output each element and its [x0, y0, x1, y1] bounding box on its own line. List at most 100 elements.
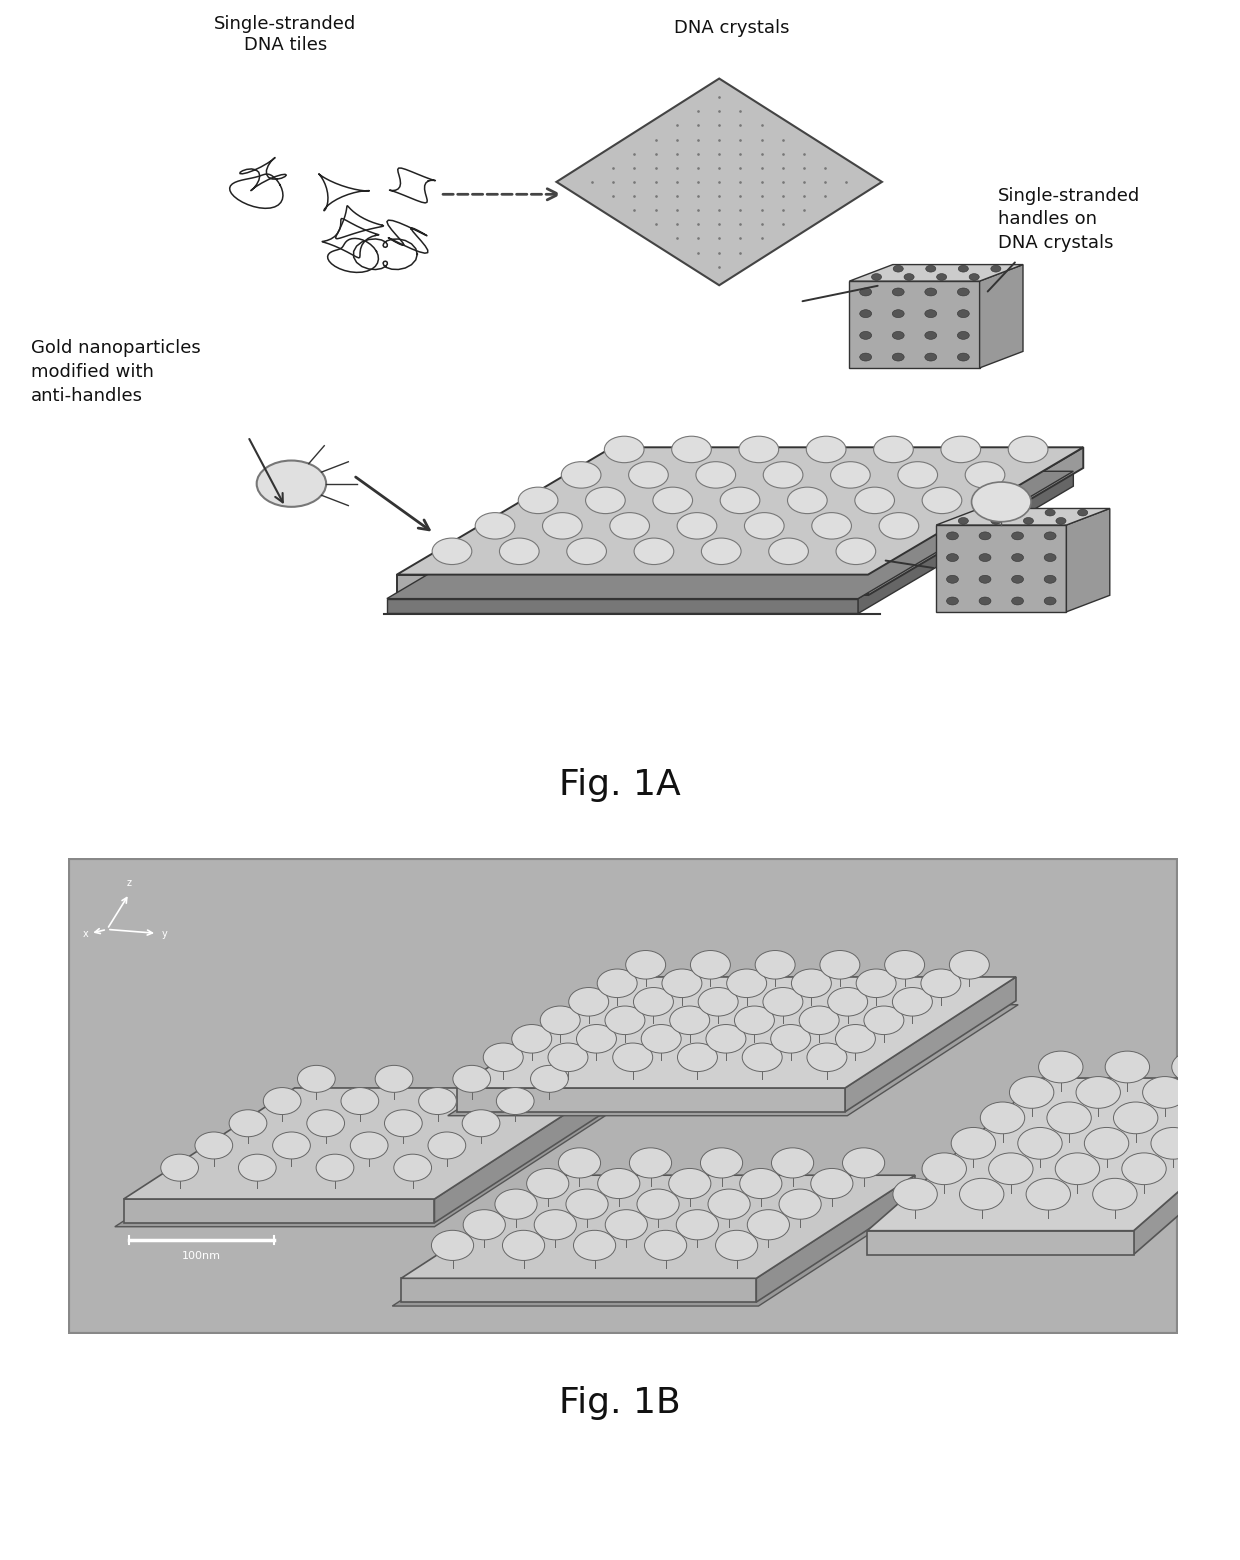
- Circle shape: [769, 538, 808, 565]
- Polygon shape: [867, 1231, 1133, 1254]
- Circle shape: [428, 1133, 466, 1159]
- Circle shape: [1055, 1153, 1100, 1184]
- Polygon shape: [756, 1175, 915, 1303]
- Circle shape: [893, 289, 904, 296]
- Circle shape: [807, 1044, 847, 1072]
- Circle shape: [672, 437, 712, 463]
- Polygon shape: [392, 1203, 918, 1306]
- Polygon shape: [557, 78, 882, 285]
- Polygon shape: [456, 1087, 846, 1112]
- Polygon shape: [858, 471, 1074, 613]
- Circle shape: [959, 265, 968, 271]
- Circle shape: [1142, 1076, 1187, 1108]
- Circle shape: [1012, 532, 1023, 540]
- Circle shape: [432, 1231, 474, 1260]
- Circle shape: [923, 487, 962, 513]
- Circle shape: [854, 487, 894, 513]
- Circle shape: [812, 513, 852, 540]
- Circle shape: [577, 1025, 616, 1053]
- Circle shape: [836, 1025, 875, 1053]
- Circle shape: [698, 987, 738, 1016]
- Circle shape: [626, 950, 666, 980]
- Circle shape: [1008, 437, 1048, 463]
- Circle shape: [1078, 509, 1087, 516]
- Circle shape: [836, 538, 875, 565]
- Circle shape: [1044, 576, 1056, 583]
- Circle shape: [273, 1133, 310, 1159]
- Circle shape: [677, 513, 717, 540]
- Circle shape: [946, 576, 959, 583]
- Circle shape: [502, 1231, 544, 1260]
- Circle shape: [771, 1025, 811, 1053]
- Circle shape: [662, 969, 702, 997]
- Circle shape: [702, 538, 742, 565]
- Circle shape: [925, 289, 936, 296]
- Circle shape: [562, 462, 601, 488]
- Text: x: x: [82, 930, 88, 939]
- Circle shape: [946, 597, 959, 605]
- Circle shape: [1044, 597, 1056, 605]
- Circle shape: [484, 1044, 523, 1072]
- Text: Fig. 1B: Fig. 1B: [559, 1387, 681, 1420]
- Circle shape: [543, 513, 583, 540]
- Circle shape: [879, 513, 919, 540]
- Circle shape: [936, 273, 946, 281]
- Circle shape: [433, 538, 472, 565]
- Circle shape: [893, 265, 903, 271]
- Circle shape: [831, 462, 870, 488]
- Circle shape: [634, 538, 673, 565]
- Circle shape: [1056, 518, 1066, 524]
- Circle shape: [316, 1154, 353, 1181]
- Circle shape: [518, 487, 558, 513]
- Circle shape: [925, 310, 936, 318]
- Circle shape: [527, 1168, 569, 1198]
- Circle shape: [842, 1148, 884, 1178]
- Circle shape: [743, 1044, 782, 1072]
- Circle shape: [585, 487, 625, 513]
- Circle shape: [893, 310, 904, 318]
- Circle shape: [298, 1065, 335, 1092]
- Circle shape: [941, 437, 981, 463]
- Circle shape: [893, 1178, 937, 1211]
- Polygon shape: [434, 1087, 605, 1223]
- Polygon shape: [849, 265, 1023, 281]
- Circle shape: [1180, 1101, 1224, 1134]
- Circle shape: [496, 1087, 534, 1114]
- Circle shape: [988, 1153, 1033, 1184]
- Circle shape: [229, 1109, 267, 1137]
- Text: Gold nanoparticles
modified with
anti-handles: Gold nanoparticles modified with anti-ha…: [31, 340, 201, 404]
- Circle shape: [1084, 1128, 1128, 1159]
- Circle shape: [565, 1189, 608, 1220]
- Circle shape: [677, 1044, 718, 1072]
- Circle shape: [573, 1231, 616, 1260]
- Circle shape: [991, 518, 1001, 524]
- Polygon shape: [387, 599, 858, 613]
- Circle shape: [1076, 1076, 1121, 1108]
- Circle shape: [898, 462, 937, 488]
- Circle shape: [605, 1209, 647, 1240]
- Circle shape: [970, 273, 980, 281]
- Circle shape: [950, 950, 990, 980]
- Circle shape: [512, 1025, 552, 1053]
- Circle shape: [972, 482, 1030, 521]
- Text: DNA crystals: DNA crystals: [673, 19, 790, 37]
- Circle shape: [376, 1065, 413, 1092]
- Circle shape: [195, 1133, 233, 1159]
- Circle shape: [548, 1044, 588, 1072]
- Polygon shape: [849, 281, 980, 368]
- Circle shape: [981, 1101, 1024, 1134]
- Circle shape: [419, 1087, 456, 1114]
- Circle shape: [541, 1006, 580, 1034]
- Circle shape: [1012, 597, 1023, 605]
- Circle shape: [1012, 576, 1023, 583]
- Circle shape: [771, 1148, 813, 1178]
- Circle shape: [859, 353, 872, 360]
- Circle shape: [630, 1148, 672, 1178]
- Circle shape: [668, 1168, 711, 1198]
- Circle shape: [957, 331, 970, 340]
- Polygon shape: [124, 1087, 605, 1200]
- Circle shape: [598, 1168, 640, 1198]
- Circle shape: [384, 1109, 423, 1137]
- Circle shape: [1105, 1051, 1149, 1083]
- Circle shape: [610, 513, 650, 540]
